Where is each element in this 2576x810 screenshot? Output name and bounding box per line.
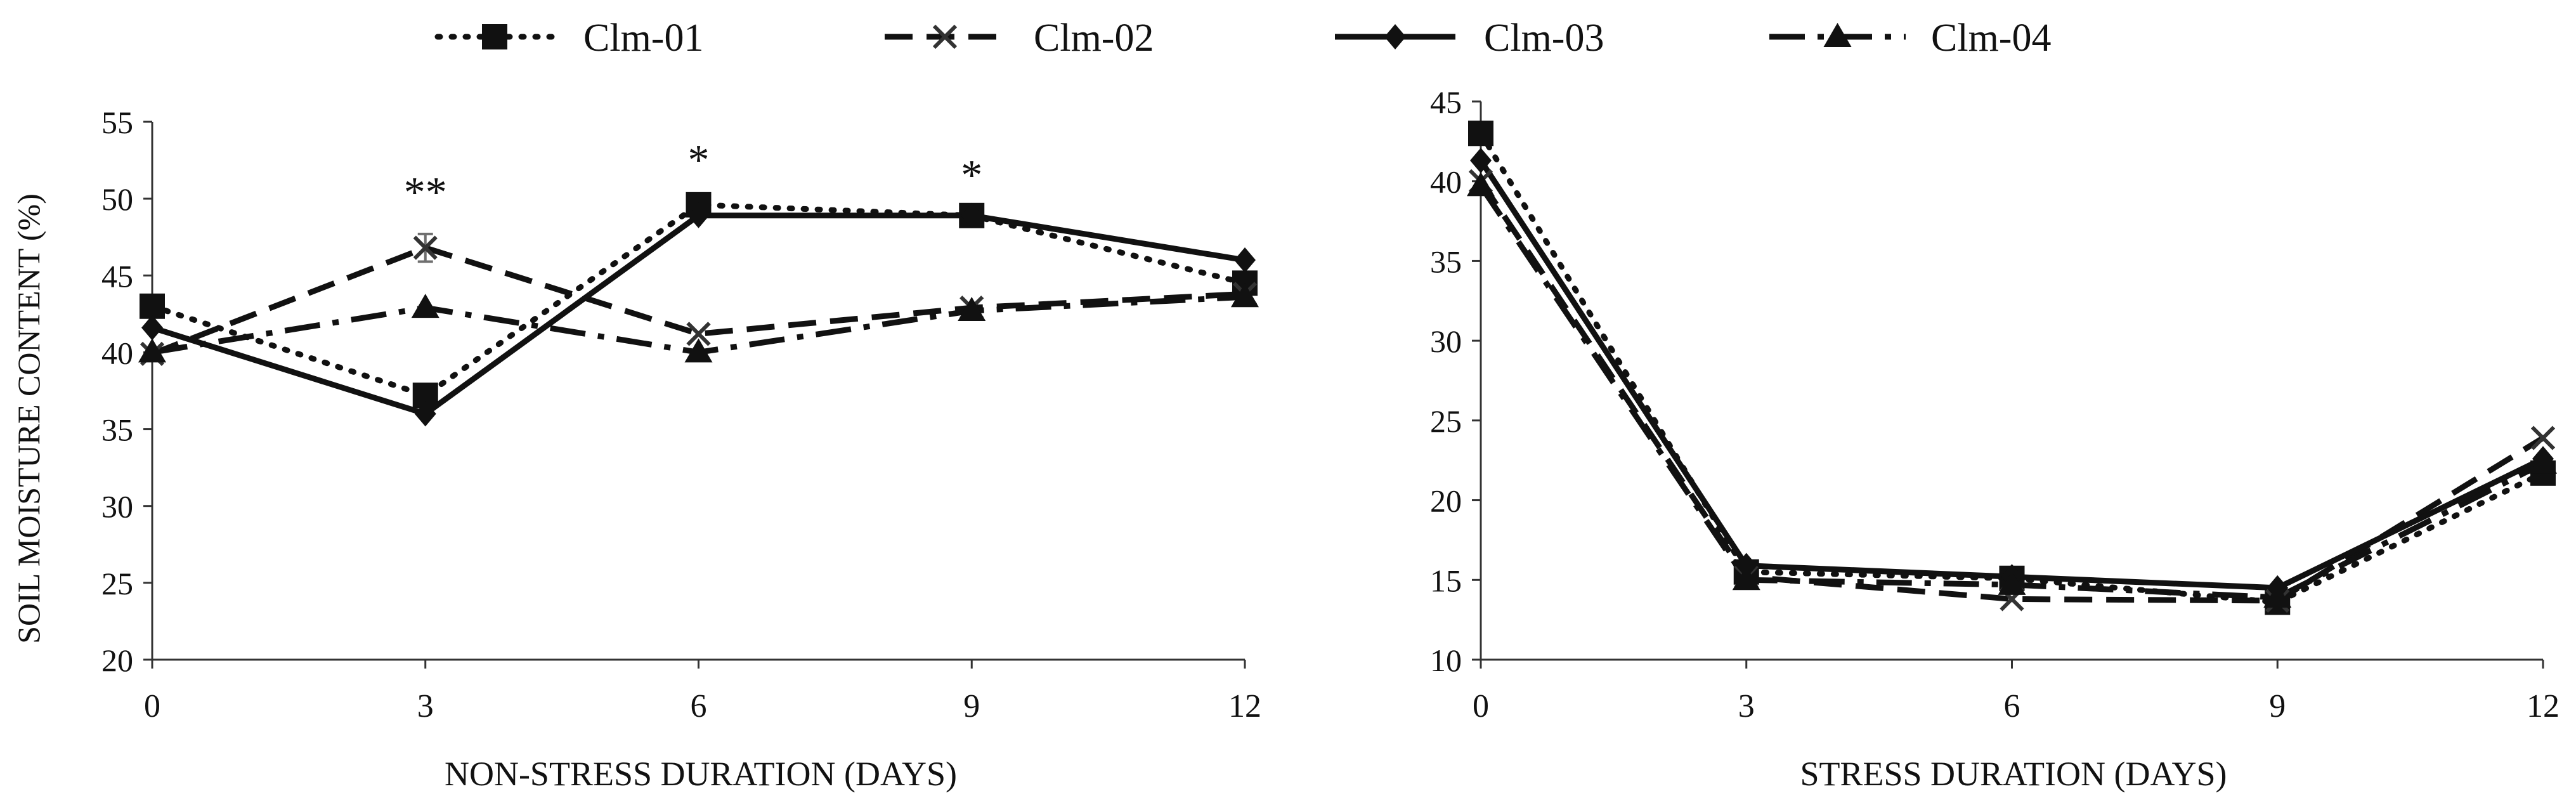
- x-tick-label-stress: 0: [1473, 688, 1489, 724]
- legend-item-clm-02: Clm-02: [885, 16, 1154, 60]
- legend-sample-clm-02: [885, 24, 1005, 49]
- legend-sample-clm-01: [434, 24, 555, 49]
- legend-marker-clm-01: [482, 24, 507, 49]
- y-tick-label-non-stress: 25: [101, 566, 133, 601]
- data-point-clm-03-stress: [1470, 148, 1492, 174]
- data-point-clm-04-non-stress: [684, 338, 713, 363]
- x-axis-title-non-stress: NON-STRESS DURATION (DAYS): [445, 755, 957, 793]
- series-line-clm-01-stress: [1478, 130, 2546, 605]
- y-tick-label-stress: 25: [1430, 403, 1462, 439]
- data-point-clm-04-stress: [2263, 583, 2292, 608]
- data-point-clm-02-non-stress: [413, 235, 438, 260]
- data-point-clm-04-stress: [1467, 172, 1495, 197]
- data-point-clm-04-non-stress: [1231, 283, 1259, 308]
- x-tick-label-non-stress: 0: [144, 688, 160, 724]
- data-point-clm-04-stress: [1732, 566, 1760, 591]
- x-tick-label-non-stress: 3: [417, 688, 434, 724]
- significance-annotation-non-stress: *: [688, 135, 710, 183]
- data-point-clm-04-non-stress: [138, 338, 166, 363]
- legend-marker-clm-04: [1823, 23, 1852, 47]
- data-point-clm-03-non-stress: [414, 401, 436, 427]
- x-axis-title-stress: STRESS DURATION (DAYS): [1800, 755, 2227, 793]
- data-point-clm-01-non-stress: [140, 293, 165, 319]
- data-point-clm-03-non-stress: [961, 202, 983, 228]
- data-point-clm-04-non-stress: [958, 297, 986, 322]
- x-tick-label-non-stress: 9: [963, 688, 980, 724]
- y-tick-label-non-stress: 20: [101, 643, 133, 678]
- data-point-clm-02-non-stress: [686, 322, 711, 346]
- legend-sample-clm-04: [1769, 23, 1906, 47]
- y-tick-label-stress: 35: [1430, 244, 1462, 279]
- data-point-clm-01-stress: [1468, 121, 1493, 147]
- y-tick-label-stress: 40: [1430, 164, 1462, 200]
- legend-label-clm-04: Clm-04: [1931, 16, 2051, 60]
- legend-item-clm-04: Clm-04: [1769, 16, 2051, 60]
- data-point-clm-04-non-stress: [411, 294, 439, 318]
- x-tick-label-non-stress: 12: [1228, 688, 1261, 724]
- legend: Clm-01 Clm-02 Clm-03 Clm-04: [434, 16, 2051, 60]
- y-tick-label-non-stress: 45: [101, 258, 133, 294]
- legend-label-clm-01: Clm-01: [583, 16, 703, 60]
- x-tick-label-stress: 12: [2527, 688, 2560, 724]
- y-axis-title-non-stress: SOIL MOISTURE CONTENT (%): [11, 193, 46, 644]
- legend-item-clm-01: Clm-01: [434, 16, 703, 60]
- legend-label-clm-02: Clm-02: [1034, 16, 1154, 60]
- y-tick-label-non-stress: 50: [101, 181, 133, 217]
- x-tick-label-non-stress: 6: [691, 688, 707, 724]
- y-tick-label-stress: 10: [1430, 643, 1462, 678]
- data-point-clm-03-stress: [1735, 552, 1757, 578]
- chart-panel-non-stress: SOIL MOISTURE CONTENT (%) NON-STRESS DUR…: [11, 105, 1261, 793]
- x-tick-label-stress: 3: [1738, 688, 1755, 724]
- chart-panel-stress: STRESS DURATION (DAYS) 10 15 20 25 30 35 40 45 0…: [1430, 84, 2560, 793]
- y-tick-label-stress: 20: [1430, 483, 1462, 519]
- y-tick-label-stress: 15: [1430, 563, 1462, 598]
- data-point-clm-03-non-stress: [1234, 247, 1256, 273]
- x-tick-label-stress: 9: [2269, 688, 2286, 724]
- legend-marker-clm-03: [1384, 24, 1406, 49]
- data-point-clm-03-non-stress: [141, 315, 163, 341]
- data-point-clm-04-stress: [2529, 449, 2557, 474]
- legend-sample-clm-03: [1335, 24, 1455, 49]
- y-tick-label-non-stress: 30: [101, 489, 133, 525]
- significance-annotation-non-stress: *: [961, 151, 982, 199]
- significance-annotation-non-stress: **: [404, 167, 447, 216]
- series-line-clm-03-stress: [1478, 159, 2544, 591]
- data-point-clm-03-non-stress: [687, 202, 710, 228]
- legend-marker-clm-02: [932, 24, 958, 49]
- y-tick-label-stress: 45: [1430, 84, 1462, 120]
- y-tick-label-non-stress: 40: [101, 335, 133, 370]
- x-tick-label-stress: 6: [2004, 688, 2020, 724]
- data-point-clm-02-stress: [2530, 426, 2556, 450]
- series-line-clm-02-non-stress: [151, 245, 1246, 357]
- y-tick-label-stress: 30: [1430, 323, 1462, 359]
- y-tick-label-non-stress: 55: [101, 105, 133, 140]
- y-tick-label-non-stress: 35: [101, 412, 133, 448]
- data-point-clm-04-stress: [1998, 570, 2026, 595]
- legend-label-clm-03: Clm-03: [1484, 16, 1604, 60]
- legend-item-clm-03: Clm-03: [1335, 16, 1604, 60]
